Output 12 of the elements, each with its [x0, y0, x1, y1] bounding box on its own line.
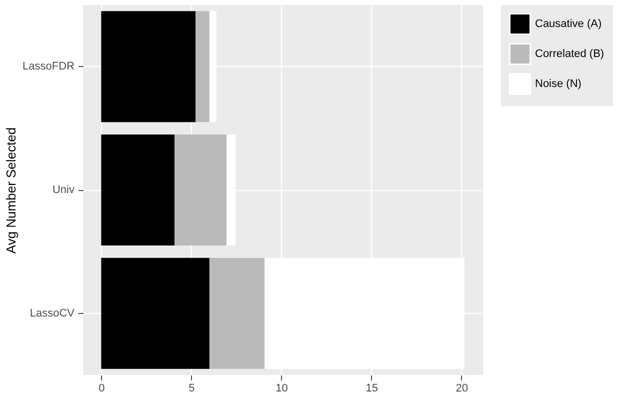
x-tick-label: 15	[366, 382, 378, 394]
legend-label: Noise (N)	[535, 78, 582, 90]
x-tick-label: 10	[276, 382, 288, 394]
y-tick-label: LassoFDR	[22, 60, 75, 73]
x-tick-label: 20	[456, 382, 468, 394]
y-tick-label: Univ	[52, 184, 75, 196]
legend-label: Correlated (B)	[535, 48, 604, 60]
y-axis-title: Avg Number Selected	[4, 127, 19, 254]
x-tick-label: 5	[188, 382, 195, 394]
x-tick-label: 0	[98, 382, 105, 394]
legend-label: Causative (A)	[535, 18, 602, 30]
y-tick-label: LassoCV	[30, 307, 76, 320]
